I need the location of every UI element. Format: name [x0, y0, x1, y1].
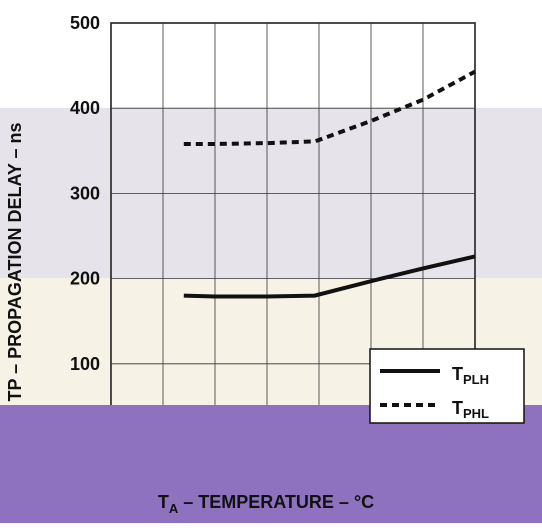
y-tick-label: 200 — [70, 269, 100, 289]
legend-box — [369, 348, 525, 424]
legend-label-tphl: TPHL — [452, 398, 489, 421]
y-tick-label: 300 — [70, 183, 100, 203]
legend-label-tphl-sub: PHL — [463, 406, 489, 421]
series-layer — [183, 69, 476, 299]
x-axis-title-rest: – TEMPERATURE – °C — [178, 492, 374, 512]
x-axis-title: TA – TEMPERATURE – °C — [158, 492, 374, 516]
y-tick-label: 400 — [70, 98, 100, 118]
series-line-0 — [183, 254, 476, 299]
x-axis-title-sub: A — [169, 501, 179, 516]
y-tick-labels: 0100200300400500 — [70, 13, 100, 459]
legend-label-tplh-main: T — [452, 364, 463, 384]
y-axis-title: TP – PROPAGATION DELAY – ns — [5, 122, 25, 401]
y-tick-label: 500 — [70, 13, 100, 33]
x-axis-title-main: T — [158, 492, 169, 512]
legend-label-tplh: TPLH — [452, 364, 489, 387]
y-tick-label: 100 — [70, 354, 100, 374]
legend-label-tplh-sub: PLH — [463, 372, 489, 387]
grid-lines — [110, 22, 476, 450]
legend: TPLH TPHL — [369, 348, 525, 424]
background-band-purple — [0, 405, 542, 523]
legend-label-tphl-main: T — [452, 398, 463, 418]
